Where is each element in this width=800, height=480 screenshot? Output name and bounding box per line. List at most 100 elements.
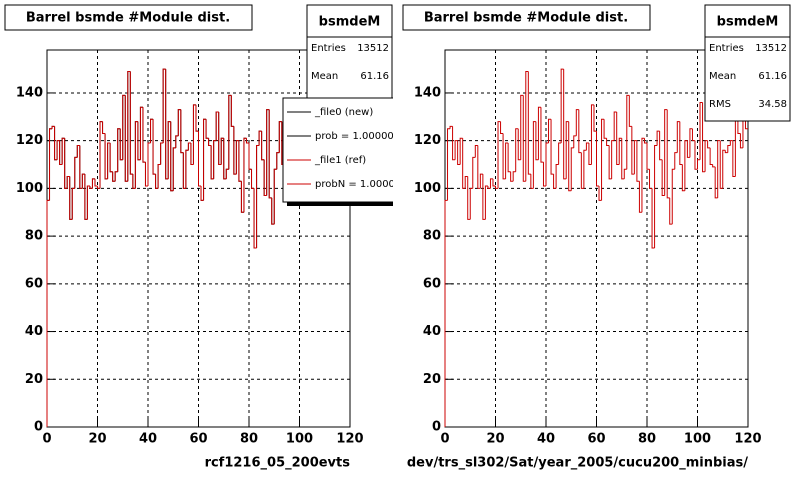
- histogram-bin: [643, 138, 647, 144]
- stats-value: 61.16: [360, 71, 389, 82]
- histogram-bin: [633, 140, 637, 175]
- histogram-bin: [717, 140, 721, 198]
- histogram-bin: [218, 112, 222, 166]
- histogram-bin: [555, 164, 559, 189]
- histogram-bin: [691, 128, 695, 142]
- histogram-bin: [560, 68, 564, 144]
- histogram-bin: [532, 121, 536, 189]
- histogram-bin: [86, 185, 90, 220]
- histogram-bin: [91, 178, 95, 189]
- x-tick-label: 0: [42, 432, 51, 447]
- histogram-bin: [515, 128, 519, 172]
- histogram-bin: [457, 140, 461, 166]
- histogram-bin: [142, 107, 146, 163]
- histogram-bin: [240, 181, 244, 213]
- histogram-bin: [618, 137, 622, 165]
- histogram-bin: [588, 143, 592, 166]
- x-tick-label: 120: [734, 432, 761, 447]
- histogram-bin: [656, 130, 660, 146]
- histogram-bin: [606, 138, 610, 146]
- histogram-bin: [666, 109, 670, 199]
- x-tick-label: 0: [440, 432, 449, 447]
- histogram-bin: [180, 109, 184, 154]
- histogram-bin: [611, 140, 615, 179]
- stats-label: Mean: [311, 71, 338, 82]
- chart-title: Barrel bsmde #Module dist.: [424, 11, 628, 26]
- histogram-bin: [261, 131, 265, 161]
- y-tick-label: 0: [34, 420, 43, 435]
- histogram-bin: [472, 156, 476, 189]
- histogram-bin: [69, 176, 73, 220]
- histogram-bin: [570, 147, 574, 191]
- histogram-bin: [144, 162, 148, 187]
- histogram-bin: [722, 149, 726, 189]
- histogram-bin: [137, 121, 141, 161]
- histogram-bin: [122, 94, 126, 160]
- histogram-bin: [102, 121, 106, 135]
- histogram-bin: [621, 138, 625, 180]
- histogram-bin: [669, 197, 673, 225]
- histogram-bin: [661, 159, 665, 197]
- histogram-bin: [155, 174, 159, 189]
- histogram-bin: [462, 138, 466, 189]
- histogram-bin: [679, 121, 683, 166]
- title-box: [4, 4, 253, 31]
- stats-label: Mean: [709, 71, 736, 82]
- histogram-bin: [732, 140, 736, 177]
- stats-box: [704, 4, 791, 122]
- histogram-bin: [223, 138, 227, 180]
- histogram-bin: [664, 109, 668, 196]
- histogram-bin: [215, 111, 219, 141]
- histogram-bin: [56, 140, 60, 160]
- histogram-bin: [162, 68, 166, 144]
- histogram-bin: [628, 95, 632, 127]
- stats-title: bsmdeM: [717, 15, 779, 30]
- histogram-bin: [507, 143, 511, 173]
- histogram-bin: [684, 140, 688, 191]
- histogram-bin: [109, 143, 113, 173]
- histogram-bin: [474, 144, 478, 158]
- histogram-bin: [147, 142, 151, 187]
- y-tick-label: 100: [414, 181, 441, 196]
- histogram-bin: [208, 138, 212, 146]
- histogram-bin: [79, 145, 83, 189]
- histogram-bin: [654, 144, 658, 249]
- histogram-bin: [626, 94, 630, 170]
- histogram-bin: [694, 140, 698, 170]
- stats-label: Entries: [311, 43, 346, 54]
- histogram-bin: [185, 149, 189, 189]
- x-tick-label: 40: [537, 432, 555, 447]
- y-tick-label: 120: [16, 133, 43, 148]
- histogram-bin: [190, 143, 194, 166]
- histogram-bin: [714, 166, 718, 199]
- histogram-bin: [540, 107, 544, 163]
- histogram-bin: [553, 174, 557, 189]
- histogram-bin: [477, 145, 481, 189]
- histogram-bin: [172, 147, 176, 191]
- histogram-bin: [104, 133, 108, 180]
- histogram-bin: [537, 106, 541, 160]
- histogram-bin: [697, 159, 701, 170]
- histogram-bin: [649, 169, 653, 189]
- histogram-bin: [271, 197, 275, 225]
- histogram-bin: [273, 168, 277, 225]
- histogram-bin: [502, 133, 506, 180]
- histogram-bin: [598, 186, 602, 201]
- histogram-bin: [505, 142, 509, 179]
- histogram-bin: [623, 168, 627, 179]
- histogram-bin: [489, 178, 493, 189]
- histogram-bin: [469, 187, 473, 220]
- stats-label: RMS: [709, 99, 731, 110]
- histogram-bin: [124, 95, 128, 182]
- x-tick-label: 80: [638, 432, 656, 447]
- histogram-bin: [689, 128, 693, 158]
- legend-label: probN = 1.00000: [315, 179, 401, 190]
- legend-label: _file0 (new): [314, 107, 373, 118]
- histogram-bin: [268, 109, 272, 199]
- histogram-bin: [129, 71, 133, 175]
- stats-value: 13512: [755, 43, 787, 54]
- histogram-bin: [64, 138, 68, 189]
- title-box: [402, 4, 651, 31]
- histogram-bin: [613, 111, 617, 141]
- histogram-bin: [482, 174, 486, 220]
